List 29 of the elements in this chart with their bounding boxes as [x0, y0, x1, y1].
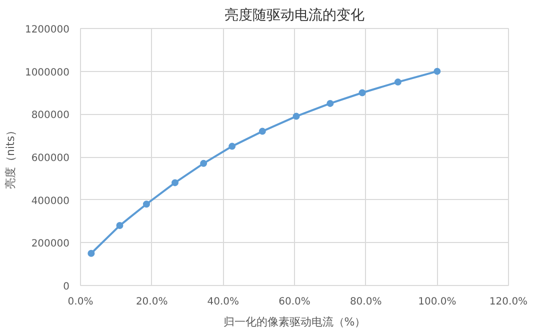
point	[258, 128, 266, 135]
x-tick-label: 80.0%	[350, 296, 382, 308]
chart-title: 亮度随驱动电流的变化	[224, 8, 364, 24]
point	[88, 250, 95, 257]
x-tick-label: 0.0%	[68, 296, 94, 308]
x-axis-title: 归一化的像素驱动电流（%）	[223, 316, 366, 328]
point	[228, 142, 236, 150]
x-tick-label: 120.0%	[489, 296, 528, 308]
y-tick-label: 1200000	[24, 24, 70, 36]
point	[200, 160, 208, 167]
x-tick-label: 100.0%	[418, 296, 456, 308]
y-tick-label: 1000000	[24, 67, 70, 78]
x-tick-label: 60.0%	[278, 296, 310, 308]
point	[142, 200, 150, 208]
point	[326, 100, 334, 107]
point	[394, 78, 402, 86]
y-tick-label: 600000	[31, 153, 70, 164]
point	[116, 222, 124, 230]
y-tick-label: 800000	[31, 110, 70, 122]
y-axis-title: 亮度（nits）	[4, 124, 17, 190]
y-tick-label: 0	[63, 282, 70, 292]
x-tick-label: 20.0%	[136, 296, 168, 308]
y-tick-label: 200000	[31, 238, 70, 250]
point	[358, 89, 366, 96]
point	[434, 68, 441, 75]
point	[172, 179, 179, 186]
x-tick-label: 40.0%	[207, 296, 240, 308]
point	[292, 112, 300, 120]
y-tick-label: 400000	[31, 196, 70, 207]
